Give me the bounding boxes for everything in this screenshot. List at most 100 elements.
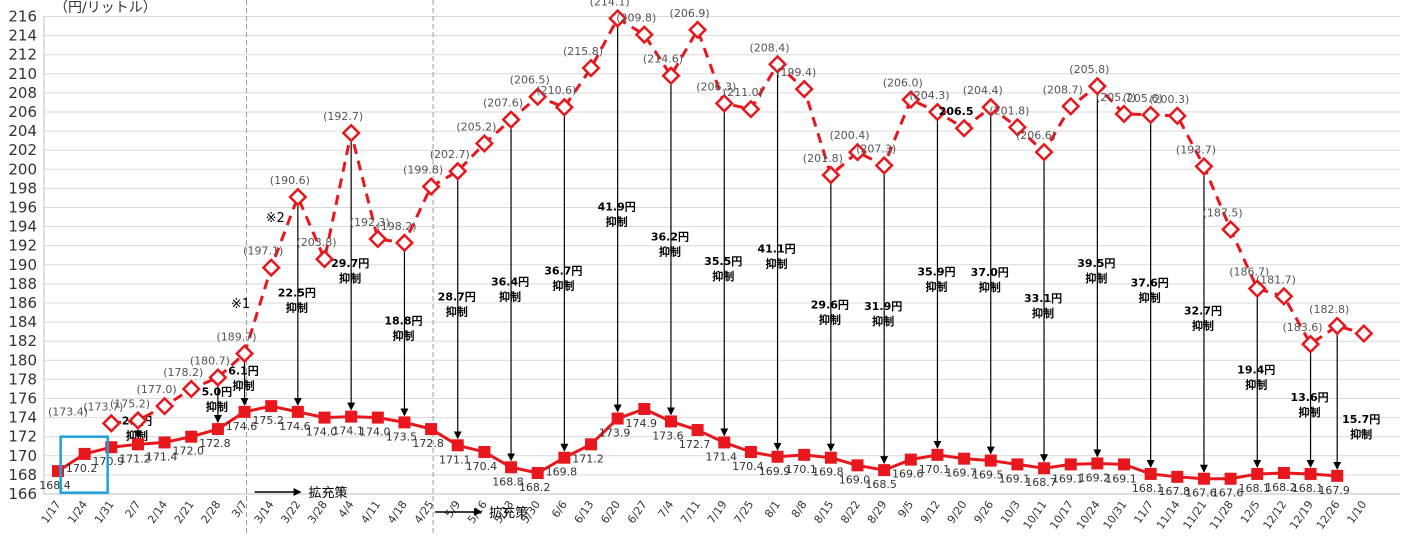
without-measures-value-label: (175.2) bbox=[110, 397, 150, 410]
actual-value-label: 173.5 bbox=[386, 430, 418, 443]
savings-word: 抑制 bbox=[712, 269, 734, 283]
x-tick-label: 12/12 bbox=[1261, 498, 1290, 531]
without-measures-marker bbox=[634, 25, 654, 45]
actual-marker bbox=[1304, 467, 1317, 480]
without-measures-value-label: (181.7) bbox=[1256, 273, 1296, 286]
actual-marker bbox=[1171, 470, 1184, 483]
actual-marker bbox=[425, 423, 438, 436]
actual-marker bbox=[238, 405, 251, 418]
savings-word: 抑制 bbox=[1032, 306, 1054, 320]
without-measures-value-label: (201.8) bbox=[989, 104, 1029, 117]
savings-amount: 39.5円 bbox=[1077, 257, 1115, 270]
actual-marker bbox=[291, 405, 304, 418]
actual-value-label: 168.4 bbox=[39, 479, 71, 492]
x-tick-label: 4/11 bbox=[358, 498, 383, 526]
actual-marker bbox=[1011, 458, 1024, 471]
y-unit-label: （円/リットル） bbox=[54, 0, 157, 16]
x-tick-label: 2/21 bbox=[172, 498, 197, 526]
y-tick-label: 190 bbox=[8, 256, 37, 274]
x-tick-label: 10/3 bbox=[998, 498, 1023, 526]
actual-value-label: 168.2 bbox=[1265, 481, 1297, 494]
actual-marker bbox=[851, 459, 864, 472]
actual-value-label: 168.2 bbox=[519, 481, 551, 494]
savings-amount: 33.1円 bbox=[1024, 292, 1062, 305]
actual-value-label: 174.6 bbox=[279, 420, 311, 433]
savings-amount: 37.0円 bbox=[971, 266, 1009, 279]
actual-marker bbox=[904, 453, 917, 466]
savings-word: 抑制 bbox=[286, 300, 308, 314]
without-measures-marker bbox=[341, 123, 361, 143]
savings-word: 抑制 bbox=[1245, 377, 1267, 391]
savings-word: 抑制 bbox=[446, 304, 468, 318]
x-tick-label: 2/14 bbox=[145, 498, 170, 526]
without-measures-value-label: (183.6) bbox=[1283, 321, 1323, 334]
note-2: ※2 bbox=[266, 211, 285, 226]
actual-value-label: 173.6 bbox=[652, 429, 684, 442]
without-measures-value-label: (187.5) bbox=[1203, 206, 1243, 219]
savings-amount: 31.9円 bbox=[864, 300, 902, 313]
without-measures-marker bbox=[261, 258, 281, 278]
y-tick-label: 186 bbox=[8, 294, 37, 312]
actual-marker bbox=[558, 451, 571, 464]
without-measures-value-label: (178.2) bbox=[163, 366, 203, 379]
actual-marker bbox=[798, 448, 811, 461]
actual-value-label: 168.1 bbox=[1292, 482, 1324, 495]
x-tick-label: 6/6 bbox=[549, 498, 570, 520]
without-measures-value-label: (204.3) bbox=[909, 89, 949, 102]
without-measures-value-label: (201.8) bbox=[803, 152, 843, 165]
actual-value-label: 167.6 bbox=[1212, 487, 1244, 500]
actual-marker bbox=[691, 424, 704, 437]
y-tick-label: 174 bbox=[8, 409, 37, 427]
without-measures-value-label: (205.2) bbox=[456, 121, 496, 134]
without-measures-marker bbox=[501, 110, 521, 130]
y-tick-label: 176 bbox=[8, 390, 37, 408]
x-tick-label: 11/14 bbox=[1154, 498, 1183, 531]
without-measures-value-label: (207.6) bbox=[483, 97, 523, 110]
actual-value-label: 168.7 bbox=[1025, 476, 1057, 489]
savings-word: 抑制 bbox=[819, 312, 841, 326]
without-measures-marker bbox=[1301, 334, 1321, 354]
without-measures-marker bbox=[1167, 106, 1187, 126]
without-measures-marker bbox=[1221, 219, 1241, 240]
without-measures-value-label: (199.8) bbox=[403, 163, 443, 176]
x-tick-label: 8/15 bbox=[811, 498, 836, 526]
x-tick-label: 2/28 bbox=[199, 498, 224, 526]
actual-marker bbox=[824, 451, 837, 464]
without-measures-value-label: (186.7) bbox=[1229, 266, 1269, 279]
without-measures-marker bbox=[181, 379, 201, 399]
actual-value-label: 172.0 bbox=[173, 445, 205, 458]
savings-amount: 41.1円 bbox=[757, 243, 795, 256]
without-measures-value-label: (197.1) bbox=[243, 245, 283, 258]
x-tick-label: 6/27 bbox=[625, 498, 650, 526]
actual-marker bbox=[78, 447, 91, 460]
without-measures-marker bbox=[1007, 117, 1027, 137]
without-measures-marker bbox=[608, 8, 628, 28]
without-measures-value-label: (203.8) bbox=[296, 236, 336, 249]
savings-amount: 29.7円 bbox=[331, 257, 369, 270]
actual-value-label: 171.4 bbox=[146, 450, 178, 463]
actual-marker bbox=[345, 410, 358, 423]
x-tick-label: 8/8 bbox=[789, 498, 810, 520]
without-measures-value-label: (210.6) bbox=[536, 84, 576, 97]
actual-value-label: 169.7 bbox=[945, 467, 977, 480]
actual-marker bbox=[185, 430, 198, 443]
savings-word: 抑制 bbox=[499, 289, 521, 303]
actual-value-label: 169.8 bbox=[546, 466, 578, 479]
without-measures-value-label: (192.3) bbox=[350, 216, 390, 229]
actual-value-label: 174.0 bbox=[359, 426, 391, 439]
actual-value-label: 169.0 bbox=[839, 473, 871, 486]
note-1: ※1 bbox=[231, 297, 250, 312]
without-measures-value-label: (192.7) bbox=[323, 110, 363, 123]
without-measures-marker bbox=[741, 99, 761, 119]
savings-word: 抑制 bbox=[392, 329, 414, 343]
actual-marker bbox=[265, 400, 278, 413]
without-measures-marker bbox=[768, 54, 788, 74]
without-measures-marker bbox=[368, 229, 388, 249]
without-measures-value-label: (200.3) bbox=[1149, 93, 1189, 106]
actual-value-label: 169.1 bbox=[1052, 472, 1084, 485]
y-tick-label: 188 bbox=[8, 275, 37, 293]
y-tick-label: 198 bbox=[8, 179, 37, 197]
y-tick-label: 178 bbox=[8, 370, 37, 388]
actual-marker bbox=[131, 438, 144, 451]
savings-word: 抑制 bbox=[979, 280, 1001, 294]
